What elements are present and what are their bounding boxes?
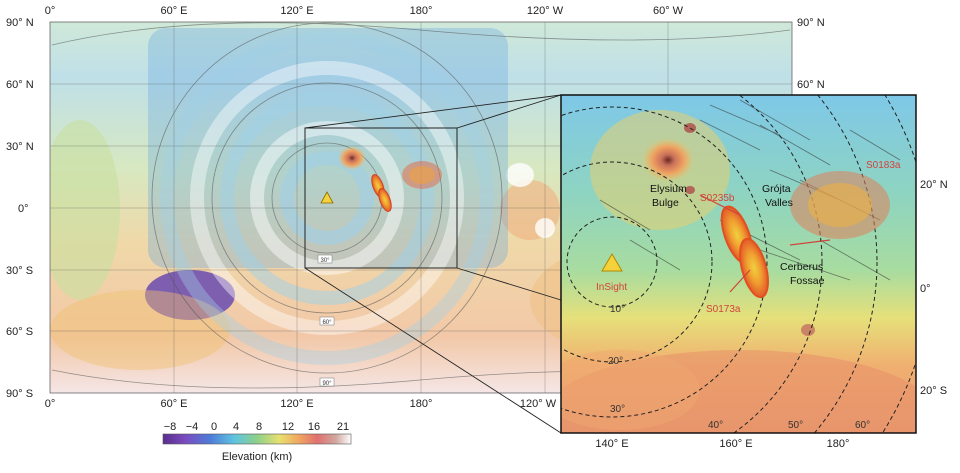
insight-marker bbox=[601, 253, 623, 272]
label-s0183a: S0183a bbox=[866, 160, 901, 171]
contour-label-60: 60° bbox=[322, 320, 332, 326]
lon-top-120e: 120° E bbox=[280, 5, 313, 17]
global-lon-labels-bottom: 0° 60° E 120° E 180° 120° W bbox=[45, 398, 557, 410]
legend-ticks: −8 −4 0 4 8 12 16 21 bbox=[164, 421, 349, 433]
lon-bottom-120w: 120° W bbox=[520, 398, 557, 410]
label-cerberus-line2: Fossae bbox=[790, 275, 825, 287]
inset-lon-180: 180° bbox=[827, 438, 850, 450]
lat-left-30n: 30° N bbox=[6, 141, 34, 153]
inset-map: Elysium Bulge Grójta Valles Cerberus Fos… bbox=[560, 94, 948, 450]
lon-bottom-0: 0° bbox=[45, 398, 56, 410]
label-grojta-line1: Grójta bbox=[762, 183, 791, 195]
insight-marker-global bbox=[320, 191, 334, 204]
global-lat-labels-right: 90° N 60° N bbox=[797, 17, 825, 91]
zoom-connectors bbox=[304, 94, 562, 434]
legend-tick-6: 16 bbox=[308, 421, 320, 433]
legend-title: Elevation (km) bbox=[222, 451, 292, 463]
label-elysium-bulge-line2: Bulge bbox=[652, 197, 679, 209]
global-lon-labels-top: 0° 60° E 120° E 180° 120° W 60° W bbox=[45, 5, 684, 17]
lat-left-0: 0° bbox=[18, 203, 29, 215]
legend-tick-5: 12 bbox=[282, 421, 294, 433]
dist-50: 50° bbox=[788, 420, 803, 431]
lon-bottom-120e: 120° E bbox=[280, 398, 313, 410]
lon-top-60e: 60° E bbox=[160, 5, 187, 17]
hellas-basin bbox=[145, 270, 235, 320]
contour-label-30: 30° bbox=[320, 258, 330, 264]
inset-lat-0: 0° bbox=[920, 283, 931, 295]
lon-bottom-60e: 60° E bbox=[160, 398, 187, 410]
legend-tick-3: 4 bbox=[233, 421, 239, 433]
legend-tick-2: 0 bbox=[211, 421, 217, 433]
lat-left-90n: 90° N bbox=[6, 17, 34, 29]
distance-arcs bbox=[561, 95, 916, 433]
dist-40: 40° bbox=[708, 420, 723, 431]
s0173a-region bbox=[739, 237, 769, 299]
dist-20: 20° bbox=[608, 356, 623, 367]
inset-lat-20n: 20° N bbox=[920, 179, 948, 191]
lon-top-60w: 60° W bbox=[653, 5, 684, 17]
lon-bottom-180: 180° bbox=[410, 398, 433, 410]
inset-lat-20s: 20° S bbox=[920, 385, 947, 397]
dist-60: 60° bbox=[855, 420, 870, 431]
label-s0235b: S0235b bbox=[700, 193, 735, 204]
elevation-legend: −8 −4 0 4 8 12 16 21 Elevation (km) bbox=[162, 421, 352, 463]
inset-lon-160e: 160° E bbox=[719, 438, 752, 450]
lat-left-90s: 90° S bbox=[6, 388, 33, 400]
lon-top-120w: 120° W bbox=[527, 5, 564, 17]
dist-10: 10° bbox=[610, 304, 625, 315]
label-s0173a: S0173a bbox=[706, 304, 741, 315]
global-lat-labels-left: 90° N 60° N 30° N 0° 30° S 60° S 90° S bbox=[6, 17, 34, 400]
label-cerberus-line1: Cerberus bbox=[780, 261, 823, 273]
s0173a-region-global bbox=[378, 188, 392, 212]
distance-rings bbox=[160, 31, 494, 365]
olympus-feature bbox=[506, 163, 534, 187]
elysium-mons-global bbox=[338, 146, 366, 170]
lat-right-90n: 90° N bbox=[797, 17, 825, 29]
legend-tick-7: 21 bbox=[337, 421, 349, 433]
label-insight: InSight bbox=[596, 282, 627, 293]
lat-left-30s: 30° S bbox=[6, 265, 33, 277]
legend-tick-1: −4 bbox=[186, 421, 199, 433]
legend-tick-0: −8 bbox=[164, 421, 177, 433]
legend-colorbar bbox=[162, 433, 352, 445]
contour-label-90: 90° bbox=[322, 381, 332, 387]
lat-left-60s: 60° S bbox=[6, 326, 33, 338]
legend-tick-4: 8 bbox=[256, 421, 262, 433]
lon-top-0: 0° bbox=[45, 5, 56, 17]
elysium-mons bbox=[642, 138, 694, 182]
dist-30: 30° bbox=[610, 404, 625, 415]
lat-right-60n: 60° N bbox=[797, 79, 825, 91]
label-elysium-bulge-line1: Elysium bbox=[650, 183, 687, 195]
lon-top-180: 180° bbox=[410, 5, 433, 17]
contour-labels: 30° 60° 90° bbox=[317, 254, 335, 387]
lat-left-60n: 60° N bbox=[6, 79, 34, 91]
inset-lon-140e: 140° E bbox=[595, 438, 628, 450]
label-grojta-line2: Valles bbox=[765, 197, 793, 209]
zoom-box bbox=[304, 127, 458, 269]
